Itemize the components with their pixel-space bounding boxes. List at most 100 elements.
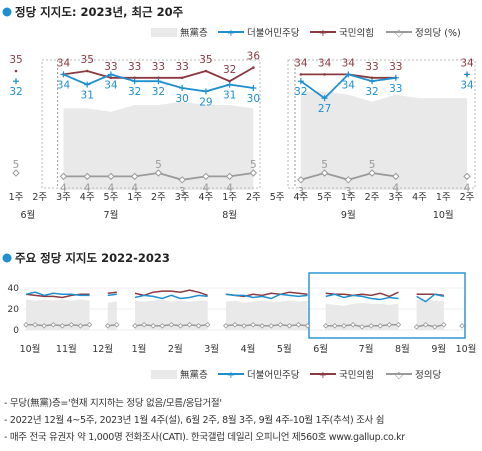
x-month-label: 6월 [20, 209, 35, 221]
justice-value-label: 4 [203, 182, 210, 194]
x-tick-label: 3주 [175, 192, 190, 203]
ppp-marker [14, 69, 18, 73]
justice-value-label: 5 [369, 159, 376, 171]
justice-value-label: 4 [60, 182, 67, 194]
justice-marker [154, 169, 163, 177]
justice-marker [392, 172, 400, 181]
justice-value-label: 3 [345, 186, 352, 198]
chart-2022-2023: 주요 정당 지지도 2022-2023 0 20 40 10월 11월 12월 1월 2월 3월 4… [2, 251, 476, 381]
ppp-line [325, 291, 399, 298]
justice-marker [277, 321, 284, 328]
legend-marker-ppp: + [319, 370, 327, 381]
justice-marker [377, 323, 384, 329]
legend-label-democratic: 더불어민주당 [247, 28, 300, 39]
x-month-label: 9월 [431, 343, 446, 355]
ppp-value-label: 33 [104, 61, 117, 73]
ppp-value-label: 34 [318, 57, 332, 69]
justice-marker [177, 323, 184, 329]
justice-marker [83, 172, 91, 181]
justice-marker [295, 321, 302, 328]
ppp-marker [85, 69, 89, 73]
justice-marker [350, 321, 356, 328]
x-tick-label: 4주 [293, 192, 308, 203]
x-month-label: 7월 [359, 343, 374, 355]
justice-value-label: 4 [226, 182, 233, 194]
x-month-label: 8월 [395, 343, 410, 355]
y-tick-label: 20 [8, 305, 20, 315]
legend: 無黨층 + 더불어민주당 + 국민의힘 ◇ 정의당 [151, 369, 441, 381]
democratic-value-label: 34 [460, 79, 474, 91]
x-tick-label: 1주 [9, 192, 24, 203]
justice-marker [130, 172, 139, 181]
justice-marker [41, 323, 47, 329]
x-tick-label: 5주 [317, 192, 332, 203]
justice-marker [159, 323, 166, 329]
ppp-value-label: 36 [247, 51, 261, 63]
justice-marker [223, 323, 229, 329]
x-tick-label: 1주 [436, 192, 451, 203]
block-frame [287, 59, 476, 189]
x-tick-label: 3주 [56, 192, 71, 203]
independent-area [107, 301, 117, 330]
ppp-marker [204, 69, 208, 73]
y-tick-label: 40 [8, 284, 20, 294]
y-tick-label: 0 [13, 326, 19, 336]
justice-marker [250, 321, 256, 328]
chart-title: 주요 정당 지지도 2022-2023 [15, 251, 170, 265]
justice-marker [104, 323, 111, 329]
x-tick-label: 5주 [104, 192, 119, 203]
justice-value-label: 4 [131, 182, 138, 194]
ppp-value-label: 34 [342, 57, 356, 69]
justice-marker [304, 323, 311, 329]
x-tick-label: 4주 [412, 192, 427, 203]
legend-label-independent: 無黨층 [180, 27, 208, 39]
legend-marker-justice: ◇ [395, 28, 403, 39]
justice-marker [368, 323, 374, 329]
x-tick-label: 4주 [198, 192, 213, 203]
justice-value-label: 4 [392, 182, 399, 194]
legend-label-justice: 정의당 [415, 370, 441, 381]
footnotes: - 무당(無黨)층='현재 지지하는 정당 없음/모름/응답거절' - 2022… [4, 395, 480, 446]
democratic-value-label: 32 [152, 86, 165, 98]
ppp-value-label: 33 [175, 61, 188, 73]
justice-marker [204, 321, 211, 328]
justice-marker [259, 323, 265, 329]
ppp-value-label: 34 [57, 57, 71, 69]
democratic-line [107, 293, 117, 297]
justice-marker [186, 321, 193, 328]
ppp-value-label: 34 [460, 57, 474, 69]
x-month-label: 1월 [132, 343, 147, 355]
independent-area [300, 91, 467, 190]
justice-marker [195, 323, 202, 329]
justice-marker [341, 323, 347, 329]
footnote: - 무당(無黨)층='현재 지지하는 정당 없음/모름/응답거절' [4, 398, 222, 409]
justice-marker [320, 169, 329, 177]
x-month-label: 10월 [20, 343, 41, 355]
democratic-line [25, 291, 90, 297]
chart-recent-20-weeks: 정당 지지도: 2023년, 최근 20주 無黨층 + 더불어민주당 + 국민의힘 ◇ 정의당… [2, 5, 476, 221]
justice-marker [463, 172, 471, 181]
ppp-line [134, 289, 208, 297]
x-tick-label: 1주 [341, 192, 356, 203]
justice-value-label: 4 [84, 182, 91, 194]
x-tick-label: 2주 [151, 192, 166, 203]
democratic-line [325, 293, 399, 301]
justice-marker [178, 176, 186, 184]
ppp-value-label: 33 [152, 61, 165, 73]
ppp-marker [133, 76, 136, 80]
independent-area [416, 299, 444, 330]
justice-marker [368, 169, 376, 177]
ppp-line [107, 291, 117, 294]
justice-marker [12, 169, 20, 177]
justice-value-label: 4 [108, 182, 115, 194]
chart-title: 정당 지지도: 2023년, 최근 20주 [15, 5, 184, 19]
democratic-value-label: 32 [9, 86, 22, 98]
justice-marker [459, 323, 465, 329]
footnote: - 2022년 12월 4~5주, 2023년 1월 4주(설), 6월 2주,… [4, 415, 385, 426]
x-tick-label: 2주 [365, 192, 380, 203]
justice-marker [202, 172, 210, 181]
x-month-label: 5월 [277, 343, 292, 355]
justice-marker [32, 321, 38, 328]
x-month-label: 8월 [222, 209, 237, 221]
ppp-value-label: 34 [294, 57, 308, 69]
